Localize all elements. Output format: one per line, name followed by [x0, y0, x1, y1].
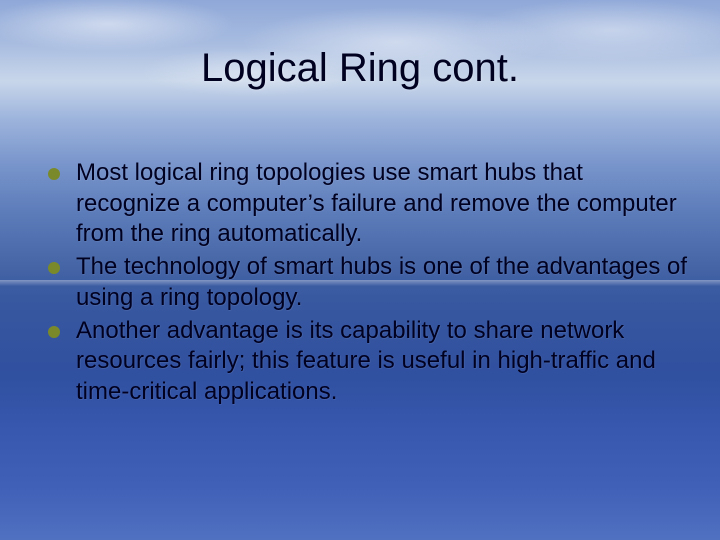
- bullet-item: Another advantage is its capability to s…: [48, 316, 688, 408]
- bullet-icon: [48, 168, 60, 180]
- bullet-icon: [48, 262, 60, 274]
- bullet-icon: [48, 326, 60, 338]
- bullet-item: Most logical ring topologies use smart h…: [48, 158, 688, 250]
- bullet-text: The technology of smart hubs is one of t…: [76, 252, 688, 313]
- slide: Logical Ring cont. Most logical ring top…: [0, 0, 720, 540]
- bullet-text: Another advantage is its capability to s…: [76, 316, 688, 408]
- slide-title: Logical Ring cont.: [0, 46, 720, 91]
- bullet-item: The technology of smart hubs is one of t…: [48, 252, 688, 313]
- bullet-text: Most logical ring topologies use smart h…: [76, 158, 688, 250]
- slide-body: Most logical ring topologies use smart h…: [48, 158, 688, 410]
